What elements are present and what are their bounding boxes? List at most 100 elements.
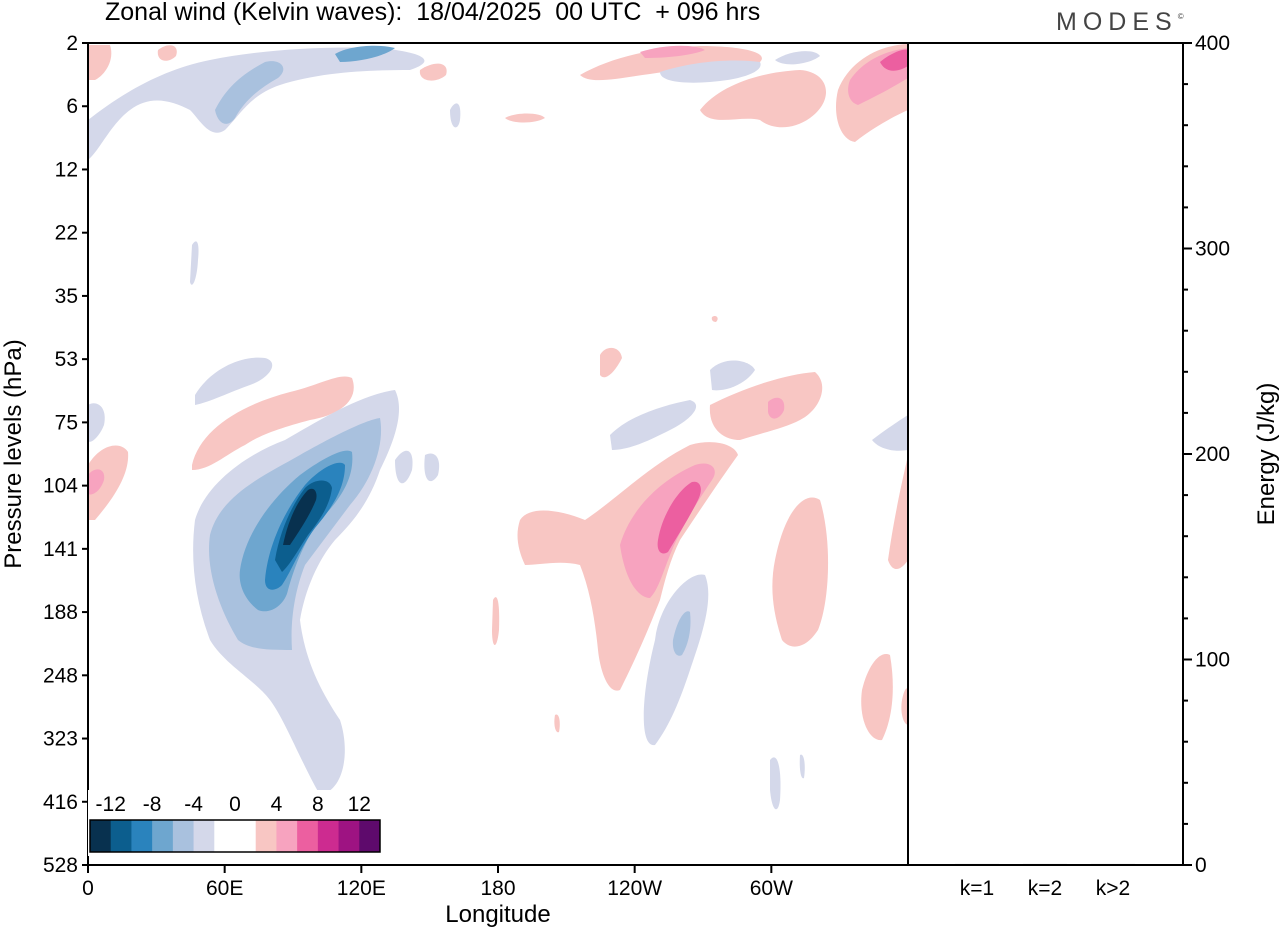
y-tick-label: 104 — [43, 475, 78, 498]
energy-axis-title: Energy (J/kg) — [1253, 383, 1280, 526]
y-axis-ticks: 2 6 12 22 35 53 75 104 141 188 248 323 416 528 — [43, 32, 88, 877]
modes-logo: MODES© — [1056, 8, 1184, 37]
contour-strat-easterly-inner — [215, 61, 284, 124]
x-axis-title: Longitude — [445, 901, 550, 928]
energy-bar — [1023, 863, 1067, 865]
colorbar-label: -12 — [96, 793, 126, 816]
colorbar-swatch — [255, 820, 277, 852]
contour-westerly-small-1 — [492, 597, 500, 645]
contour-easterly-main-lvl4 — [275, 480, 332, 572]
contour-easterly-main-core — [283, 488, 317, 545]
colorbar-swatch — [172, 820, 195, 852]
contour-westerly-pacific-53 — [600, 347, 622, 378]
contour-westerly-east-edge-low — [901, 688, 908, 725]
contour-strat-top-red-left — [88, 45, 112, 80]
contour-field — [88, 44, 908, 810]
y-tick-label: 528 — [43, 854, 78, 877]
colorbar-swatch — [131, 820, 153, 852]
y-tick-label: 53 — [55, 348, 78, 371]
energy-category-label: k=2 — [1028, 877, 1062, 900]
colorbar-swatch — [297, 820, 319, 852]
contour-easterly-pacific-75 — [610, 400, 697, 450]
contour-westerly-main-core — [657, 481, 701, 554]
contour-easterly-small-1 — [395, 450, 413, 484]
colorbar-swatch — [359, 820, 381, 852]
contour-strat-red-blob-right — [700, 70, 827, 128]
x-tick-label: 180 — [480, 877, 515, 900]
x-tick-label: 60E — [206, 877, 243, 900]
y-tick-label: 188 — [43, 601, 78, 624]
colorbar-label: 12 — [348, 793, 371, 816]
y-tick-label: 12 — [55, 158, 78, 181]
contour-easterly-pacific-lower — [643, 574, 709, 746]
colorbar-label: 8 — [312, 793, 324, 816]
energy-tick-label: 200 — [1195, 443, 1230, 466]
contour-strat-red-east-peak — [880, 49, 908, 71]
contour-easterly-pacific-lower-core — [672, 611, 691, 656]
energy-bars: k=1 k=2 k>2 — [955, 863, 1135, 900]
contour-easterly-small-4 — [799, 754, 805, 779]
contour-strat-easterly-outer — [88, 47, 425, 160]
contour-westerly-left-edge-core — [88, 469, 105, 495]
colorbar-swatch — [152, 820, 174, 852]
y-tick-label: 2 — [66, 32, 78, 55]
contour-westerly-pacific-upper-core — [768, 397, 785, 419]
contour-strat-top-red-2 — [157, 45, 177, 61]
contour-westerly-east-tall — [772, 497, 829, 647]
colorbar-swatch — [214, 820, 236, 852]
brand-mark: © — [1177, 12, 1184, 21]
contour-strat-easterly-core — [335, 45, 395, 62]
colorbar-swatch — [276, 820, 298, 852]
energy-category-label: k=1 — [960, 877, 994, 900]
colorbar-label: -4 — [184, 793, 203, 816]
y-tick-label: 248 — [43, 664, 78, 687]
colorbar-swatch — [110, 820, 132, 852]
contour-easterly-left-edge — [88, 403, 105, 442]
energy-axis-ticks: 0 100 200 300 400 — [1183, 32, 1230, 877]
contour-easterly-band-53 — [195, 357, 273, 405]
contour-strat-red-center — [419, 63, 447, 81]
y-tick-label: 6 — [66, 95, 78, 118]
contour-strat-blue-band-right — [660, 60, 761, 83]
energy-tick-label: 400 — [1195, 32, 1230, 55]
chart-title: Zonal wind (Kelvin waves): 18/04/2025 00… — [105, 0, 761, 26]
colorbar-swatch — [235, 820, 257, 852]
contour-easterly-small-3 — [770, 757, 781, 810]
contour-strat-red-small-1 — [505, 113, 545, 123]
brand-text: MODES — [1056, 8, 1178, 36]
contour-westerly-east-lower — [861, 654, 893, 741]
contour-westerly-left-edge — [88, 445, 129, 520]
contour-strat-blue-small-2 — [190, 241, 199, 285]
contour-strat-blue-top-right — [775, 51, 820, 65]
colorbar-frame — [89, 819, 381, 853]
y-tick-label: 416 — [43, 791, 78, 814]
contour-westerly-east-right — [888, 455, 908, 569]
energy-tick-label: 300 — [1195, 238, 1230, 261]
colorbar: -12 -8 -4 0 4 8 12 — [88, 790, 382, 856]
energy-tick-label: 0 — [1195, 854, 1207, 877]
contour-westerly-small-2 — [554, 714, 560, 733]
y-axis-title: Pressure levels (hPa) — [0, 339, 27, 568]
y-tick-label: 75 — [55, 411, 78, 434]
colorbar-swatch — [317, 820, 340, 852]
x-tick-label: 0 — [82, 877, 94, 900]
contour-strat-blue-small-1 — [450, 103, 461, 128]
contour-westerly-pacific-upper — [709, 372, 823, 440]
x-axis-ticks: 0 60E 120E 180 120W 60W — [82, 865, 793, 900]
contour-strat-red-band-core — [640, 45, 705, 58]
colorbar-label: 0 — [229, 793, 241, 816]
contour-westerly-small-3 — [711, 315, 718, 322]
colorbar-swatch — [90, 820, 112, 852]
colorbar-swatch — [193, 820, 215, 852]
y-tick-label: 22 — [55, 222, 78, 245]
y-tick-label: 35 — [55, 285, 78, 308]
x-tick-label: 120W — [607, 877, 662, 900]
energy-tick-label: 100 — [1195, 649, 1230, 672]
energy-bar — [955, 863, 999, 865]
contour-easterly-pacific-75b — [710, 360, 755, 391]
contour-easterly-small-2 — [424, 453, 440, 482]
contour-westerly-band-75 — [192, 376, 354, 470]
contour-easterly-right-edge — [872, 415, 908, 451]
colorbar-label: -8 — [143, 793, 162, 816]
